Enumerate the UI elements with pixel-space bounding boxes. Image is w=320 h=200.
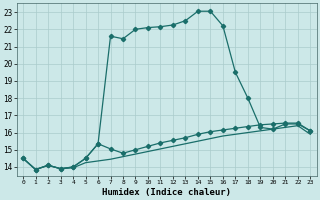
X-axis label: Humidex (Indice chaleur): Humidex (Indice chaleur) [102, 188, 231, 197]
